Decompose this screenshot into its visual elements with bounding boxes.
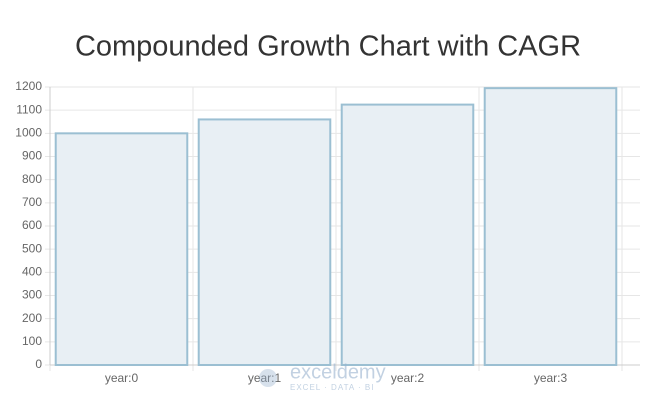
y-tick-label: 300 [22,288,42,302]
watermark: exceldemy [290,361,386,383]
y-tick-label: 900 [22,149,42,163]
y-tick-label: 400 [22,265,42,279]
bar [340,103,475,367]
bar [197,118,332,366]
y-tick-label: 1200 [15,79,42,93]
x-tick-label: year:1 [248,371,282,385]
chart-title: Compounded Growth Chart with CAGR [75,31,581,63]
y-tick-label: 0 [35,357,42,371]
bar [483,87,618,367]
watermark-logo [259,369,277,387]
y-tick-label: 200 [22,311,42,325]
y-tick-label: 100 [22,334,42,348]
bar [54,132,189,366]
x-tick-label: year:0 [105,371,139,385]
y-tick-label: 700 [22,195,42,209]
y-tick-label: 1000 [15,126,42,140]
x-tick-label: year:2 [391,371,425,385]
y-tick-label: 500 [22,241,42,255]
x-tick-label: year:3 [534,371,568,385]
y-tick-label: 1100 [16,102,42,116]
y-tick-label: 600 [22,218,42,232]
y-tick-label: 800 [22,172,42,186]
watermark-tagline: EXCEL · DATA · BI [290,383,374,392]
